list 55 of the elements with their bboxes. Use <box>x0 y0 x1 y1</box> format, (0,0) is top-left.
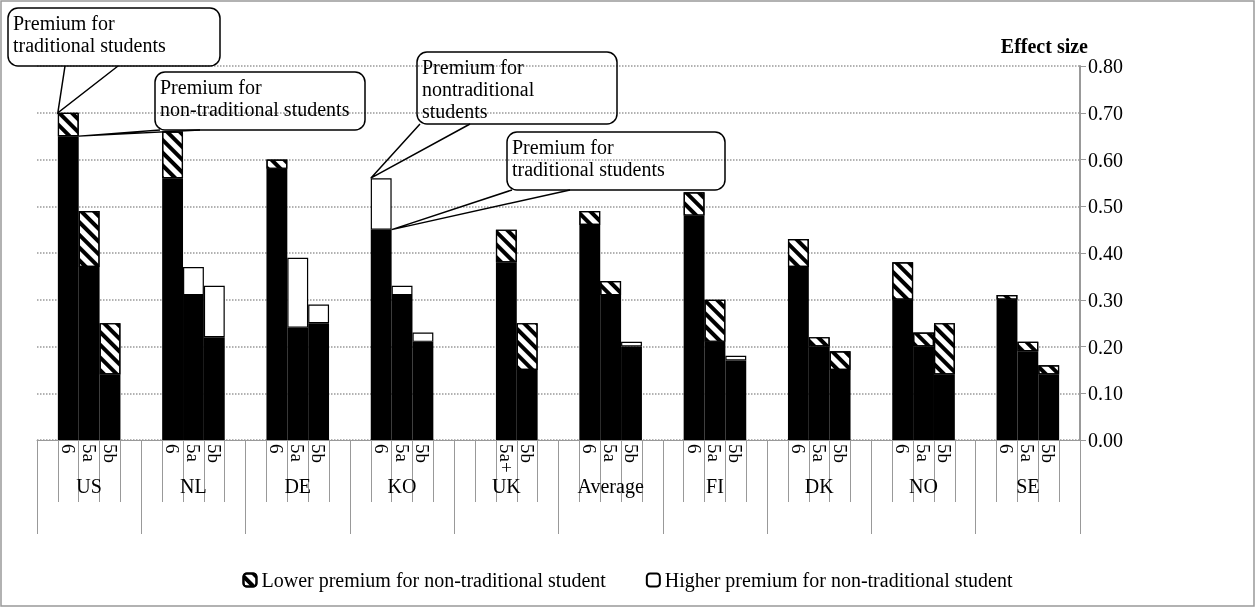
legend-label: Higher premium for non-traditional student <box>664 569 1013 592</box>
x-tick-label: 5a <box>808 444 830 463</box>
annotation: Premium for non-traditional students <box>160 76 350 120</box>
text: Average <box>577 475 644 498</box>
x-tick-label: 6 <box>162 444 184 454</box>
y-tick-label: 0.70 <box>1088 101 1123 124</box>
x-tick-label: 6 <box>787 444 809 454</box>
x-tick-label: 5a <box>1017 444 1039 463</box>
text: Premium for traditional students <box>13 12 166 56</box>
x-tick-label: 5a <box>78 444 100 463</box>
y-tick-label: 0.50 <box>1088 195 1123 218</box>
x-tick-label: 5a+ <box>495 444 517 473</box>
x-tick-label: 5b <box>516 444 538 463</box>
x-tick-label: 6 <box>683 444 705 454</box>
x-tick-label: 6 <box>266 444 288 454</box>
y-axis-title: Effect size <box>1000 35 1089 58</box>
y-tick-label: 0.80 <box>1088 55 1123 77</box>
text: DE <box>284 475 312 497</box>
x-tick-label: 5b <box>829 444 851 463</box>
text: DK <box>804 475 835 497</box>
x-tick-label: 5b <box>99 444 121 463</box>
text: UK <box>491 475 522 497</box>
x-tick-label: 6 <box>370 444 392 454</box>
text: NL <box>180 475 207 497</box>
x-tick-label: 5a <box>391 444 413 463</box>
x-tick-label: 5a <box>704 444 726 463</box>
x-tick-label: 5b <box>308 444 330 463</box>
x-tick-label: 5b <box>412 444 434 463</box>
x-tick-label: 6 <box>996 444 1018 454</box>
text: FI <box>706 475 724 497</box>
x-tick-label: 5b <box>725 444 747 463</box>
y-tick-label: 0.00 <box>1088 429 1123 451</box>
text: KO <box>387 475 417 497</box>
x-tick-label: 5b <box>1038 444 1060 463</box>
legend-label: Lower premium for non-traditional student <box>261 569 607 592</box>
y-tick-label: 0.40 <box>1088 242 1123 264</box>
x-tick-label: 6 <box>892 444 914 454</box>
x-tick-label: 5a <box>913 444 935 463</box>
x-tick-label: 6 <box>57 444 79 454</box>
x-tick-label: 6 <box>579 444 601 454</box>
x-tick-label: 5a <box>182 444 204 463</box>
x-tick-label: 5b <box>621 444 643 463</box>
y-tick-label: 0.10 <box>1088 382 1123 405</box>
text: US <box>76 475 102 497</box>
x-tick-label: 5b <box>203 444 225 463</box>
x-tick-label: 5a <box>287 444 309 463</box>
y-tick-label: 0.20 <box>1088 335 1123 358</box>
y-tick-label: 0.60 <box>1088 148 1123 171</box>
annotation: Premium for nontraditional students <box>422 56 540 122</box>
y-tick-label: 0.30 <box>1088 288 1123 311</box>
annotation: Premium for traditional students <box>512 136 665 180</box>
text: SE <box>1016 475 1040 497</box>
text: NO <box>909 475 938 497</box>
x-tick-label: 5a <box>600 444 622 463</box>
x-tick-label: 5b <box>933 444 955 463</box>
